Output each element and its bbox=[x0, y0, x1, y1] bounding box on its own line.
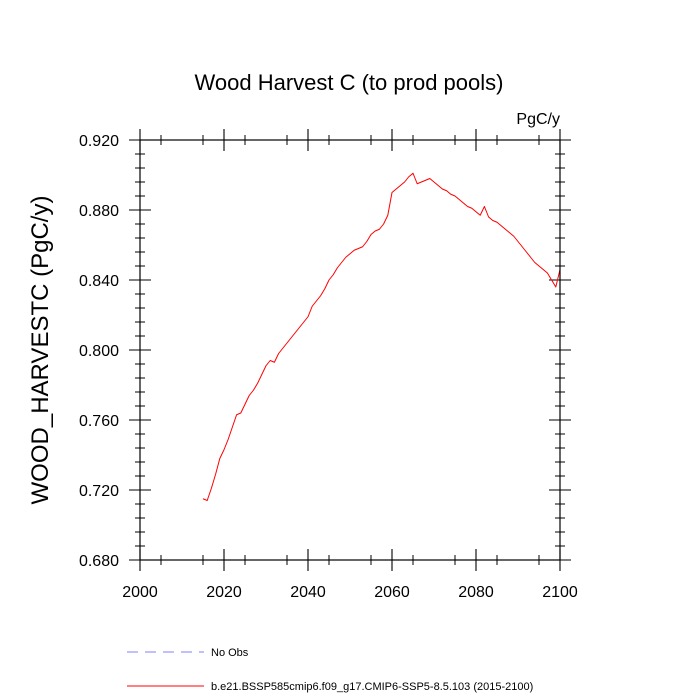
x-tick-label: 2060 bbox=[374, 584, 410, 601]
tick-labels: 2000 2020 2040 2060 2080 2100 0.680 0.720 0.760 0… bbox=[79, 133, 578, 601]
legend-label-no-obs: No Obs bbox=[211, 647, 249, 659]
axis-ticks bbox=[129, 129, 571, 571]
legend: No Obs b.e21.BSSP585cmip6.f09_g17.CMIP6-… bbox=[127, 647, 533, 693]
y-tick-label: 0.920 bbox=[79, 133, 119, 150]
x-tick-label: 2080 bbox=[458, 584, 494, 601]
y-tick-label: 0.880 bbox=[79, 203, 119, 220]
plot-frame bbox=[139, 139, 561, 561]
y-tick-label: 0.760 bbox=[79, 413, 119, 430]
y-tick-label: 0.840 bbox=[79, 273, 119, 290]
series-lines bbox=[202, 172, 561, 501]
units-label: PgC/y bbox=[516, 111, 560, 128]
x-tick-label: 2100 bbox=[542, 584, 578, 601]
y-tick-label: 0.680 bbox=[79, 553, 119, 570]
y-tick-label: 0.800 bbox=[79, 343, 119, 360]
y-axis-label: WOOD_HARVESTC (PgC/y) bbox=[27, 196, 54, 505]
series-line bbox=[202, 172, 561, 501]
chart-title: Wood Harvest C (to prod pools) bbox=[195, 70, 504, 95]
legend-label-model: b.e21.BSSP585cmip6.f09_g17.CMIP6-SSP5-8.… bbox=[211, 681, 533, 693]
x-tick-label: 2040 bbox=[290, 584, 326, 601]
y-tick-label: 0.720 bbox=[79, 483, 119, 500]
x-tick-label: 2000 bbox=[122, 584, 158, 601]
x-tick-label: 2020 bbox=[206, 584, 242, 601]
